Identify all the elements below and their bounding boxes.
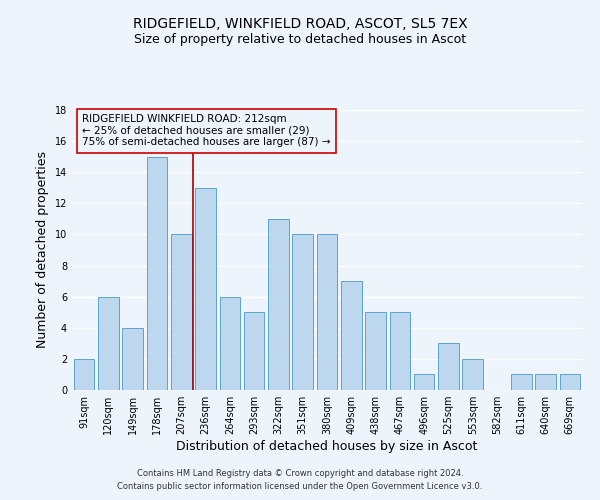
Bar xyxy=(122,328,143,390)
Text: RIDGEFIELD, WINKFIELD ROAD, ASCOT, SL5 7EX: RIDGEFIELD, WINKFIELD ROAD, ASCOT, SL5 7… xyxy=(133,18,467,32)
Bar xyxy=(511,374,532,390)
Text: Size of property relative to detached houses in Ascot: Size of property relative to detached ho… xyxy=(134,32,466,46)
Text: RIDGEFIELD WINKFIELD ROAD: 212sqm
← 25% of detached houses are smaller (29)
75% : RIDGEFIELD WINKFIELD ROAD: 212sqm ← 25% … xyxy=(82,114,331,148)
Bar xyxy=(414,374,434,390)
Bar xyxy=(146,156,167,390)
Bar xyxy=(389,312,410,390)
Bar xyxy=(220,296,240,390)
Text: Contains HM Land Registry data © Crown copyright and database right 2024.: Contains HM Land Registry data © Crown c… xyxy=(137,468,463,477)
Bar xyxy=(438,344,459,390)
Bar xyxy=(292,234,313,390)
Bar xyxy=(195,188,216,390)
Bar xyxy=(463,359,483,390)
Bar xyxy=(341,281,362,390)
Bar xyxy=(535,374,556,390)
Bar xyxy=(560,374,580,390)
Text: Contains public sector information licensed under the Open Government Licence v3: Contains public sector information licen… xyxy=(118,482,482,491)
Bar xyxy=(317,234,337,390)
Bar xyxy=(74,359,94,390)
Y-axis label: Number of detached properties: Number of detached properties xyxy=(36,152,49,348)
Bar xyxy=(244,312,265,390)
Bar xyxy=(98,296,119,390)
Bar xyxy=(171,234,191,390)
X-axis label: Distribution of detached houses by size in Ascot: Distribution of detached houses by size … xyxy=(176,440,478,453)
Bar xyxy=(365,312,386,390)
Bar xyxy=(268,219,289,390)
